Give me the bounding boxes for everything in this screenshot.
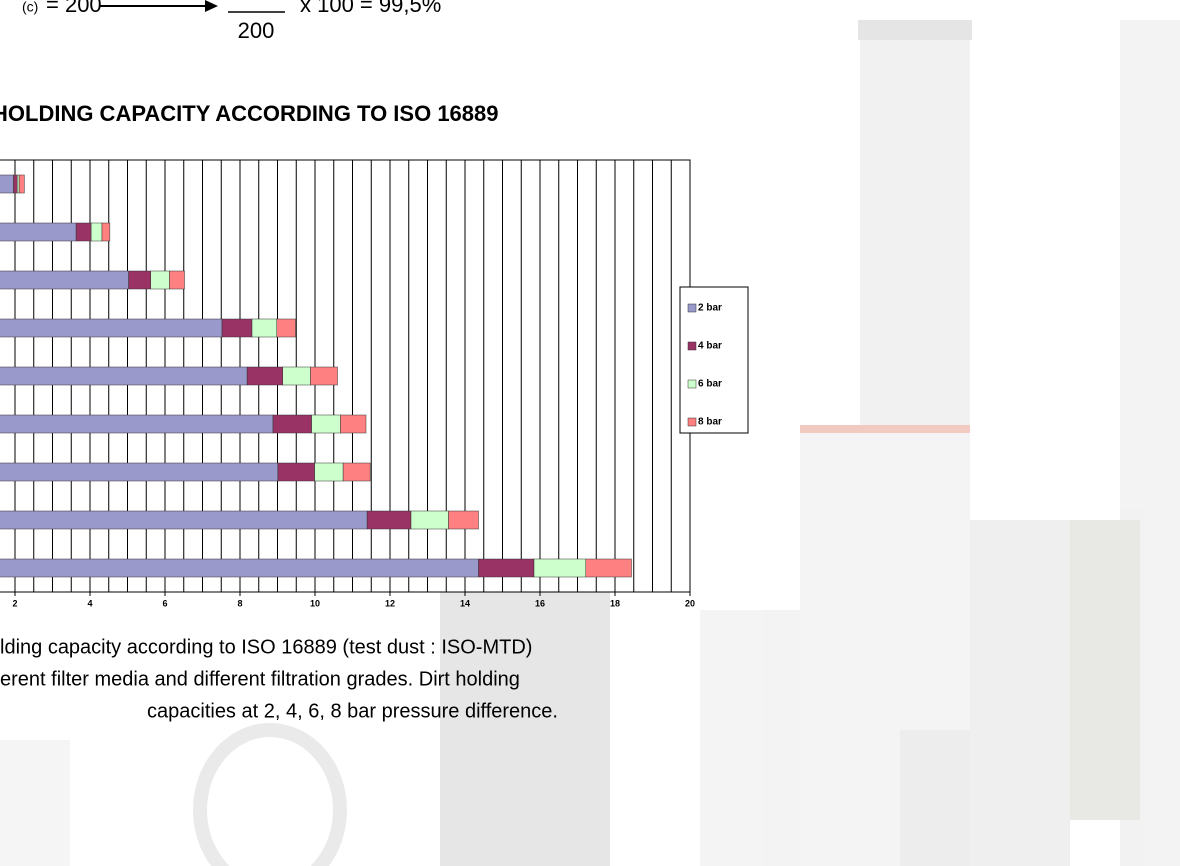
filter-cartridge bbox=[970, 520, 1070, 866]
arrow-head bbox=[205, 0, 218, 12]
legend-label: 2 bar bbox=[698, 303, 722, 314]
x-tick-label: 12 bbox=[385, 598, 395, 608]
legend-swatch bbox=[687, 341, 697, 351]
bar-segment bbox=[366, 510, 412, 530]
bar-segment bbox=[18, 174, 25, 194]
filter-cap bbox=[800, 425, 970, 433]
bar-segment bbox=[0, 462, 279, 482]
formula-subscript: (c) bbox=[22, 0, 38, 15]
x-tick-label: 20 bbox=[685, 598, 695, 608]
bar-segment bbox=[448, 510, 479, 530]
bar-segment bbox=[314, 462, 344, 482]
bar-segment bbox=[150, 270, 170, 290]
x-tick-label: 6 bbox=[162, 598, 167, 608]
filter-cartridge bbox=[1070, 520, 1140, 820]
bar-segment bbox=[311, 414, 341, 434]
bar-segment bbox=[128, 270, 151, 290]
bar-segment bbox=[0, 558, 479, 578]
legend-swatch bbox=[687, 417, 697, 427]
bar-segment bbox=[0, 318, 223, 338]
bar-segment bbox=[101, 222, 111, 242]
caption-line: erent filter media and different filtrat… bbox=[0, 668, 520, 690]
bar-segment bbox=[0, 270, 129, 290]
bar-segment bbox=[533, 558, 586, 578]
formula-rhs: x 100 = 99,5% bbox=[300, 0, 441, 17]
x-tick-label: 18 bbox=[610, 598, 620, 608]
legend-label: 6 bar bbox=[698, 379, 722, 390]
bar-segment bbox=[277, 462, 315, 482]
bar-segment bbox=[169, 270, 185, 290]
filter-ring bbox=[193, 723, 347, 866]
bar-segment bbox=[310, 366, 338, 386]
bar-segment bbox=[0, 222, 77, 242]
x-tick-label: 14 bbox=[460, 598, 470, 608]
bar-segment bbox=[246, 366, 283, 386]
x-tick-label: 4 bbox=[87, 598, 92, 608]
filter-cap bbox=[858, 20, 972, 40]
bar-segment bbox=[221, 318, 253, 338]
bar-segment bbox=[13, 174, 18, 194]
bar-segment bbox=[340, 414, 367, 434]
legend-label: 4 bar bbox=[698, 341, 722, 352]
caption-line: capacities at 2, 4, 6, 8 bar pressure di… bbox=[147, 700, 558, 722]
legend-swatch bbox=[687, 303, 697, 313]
filter-cartridge bbox=[700, 610, 800, 866]
legend-label: 8 bar bbox=[698, 417, 722, 428]
bar-segment bbox=[251, 318, 277, 338]
bar-segment bbox=[17, 174, 20, 194]
formula-lhs: = 200 bbox=[46, 0, 102, 17]
formula-denominator: 200 bbox=[238, 18, 275, 43]
bar-segment bbox=[75, 222, 92, 242]
chart: 2 4 6 8 10 12 14 16 18 20 2 bar 4 bar 6 bar 8 bar bbox=[0, 159, 749, 608]
bar-segment bbox=[0, 366, 248, 386]
bar-segment bbox=[410, 510, 449, 530]
x-tick-label: 8 bbox=[237, 598, 242, 608]
bar-segment bbox=[342, 462, 371, 482]
bar-segment bbox=[0, 174, 14, 194]
bar-segment bbox=[585, 558, 632, 578]
bar-segment bbox=[478, 558, 535, 578]
chart-title: HOLDING CAPACITY ACCORDING TO ISO 16889 bbox=[0, 101, 499, 126]
legend-swatch bbox=[687, 379, 697, 389]
bar-segment bbox=[282, 366, 311, 386]
bar-segment bbox=[90, 222, 103, 242]
x-tick-label: 10 bbox=[310, 598, 320, 608]
filter-cartridge bbox=[0, 740, 70, 866]
caption-line: lding capacity according to ISO 16889 (t… bbox=[0, 636, 532, 658]
x-tick-label: 2 bbox=[12, 598, 17, 608]
bar-segment bbox=[0, 414, 274, 434]
bar-segment bbox=[0, 510, 368, 530]
filter-cartridge bbox=[900, 730, 970, 866]
bar-segment bbox=[276, 318, 296, 338]
bar-segment bbox=[272, 414, 312, 434]
x-tick-label: 16 bbox=[535, 598, 545, 608]
